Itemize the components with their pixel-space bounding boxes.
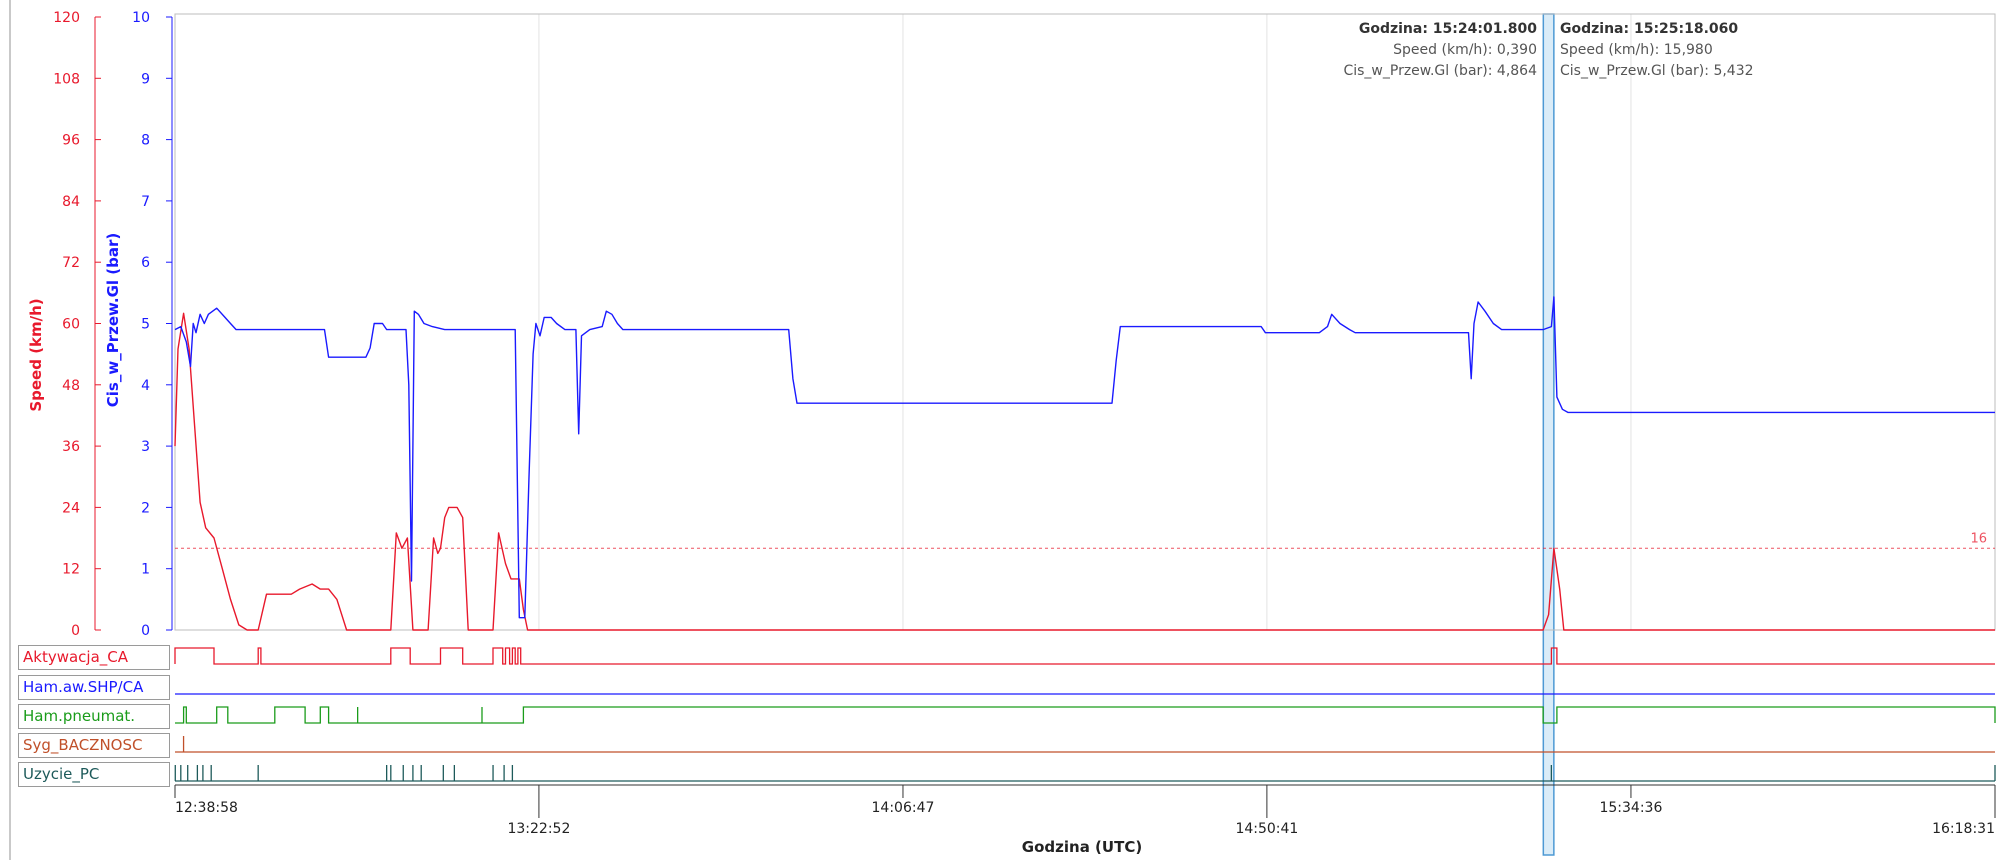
- pressure-tick-label: 8: [141, 133, 150, 149]
- speed-tick-label: 24: [62, 500, 80, 516]
- signal-label-uzycie-pc: Uzycie_PC: [18, 762, 170, 787]
- pressure-tick-label: 0: [141, 623, 150, 639]
- x-tick-label: 15:34:36: [1599, 800, 1662, 816]
- pressure-tick-label: 5: [141, 317, 150, 333]
- speed-tick-label: 108: [53, 71, 80, 87]
- x-tick-label: 12:38:58: [175, 800, 238, 816]
- signal-label-ham-pneumat-: Ham.pneumat.: [18, 704, 170, 729]
- cursor-readout: Godzina: 15:25:18.060 Speed (km/h): 15,98…: [1560, 21, 1754, 79]
- readout-pressure: Cis_w_Przew.Gl (bar): 4,864: [1343, 63, 1537, 79]
- signal-label-aktywacja-ca: Aktywacja_CA: [18, 645, 170, 670]
- speed-series-line: [174, 312, 1995, 631]
- x-tick-label: 16:18:31: [1932, 821, 1995, 837]
- threshold-label: 16: [1970, 531, 1987, 546]
- signal-label-syg-bacznosc: Syg_BACZNOSC: [18, 733, 170, 758]
- cursor-readouts: Godzina: 15:24:01.800 Speed (km/h): 0,390…: [1343, 21, 1753, 79]
- speed-tick-label: 120: [53, 10, 80, 26]
- pressure-axis-title: Cis_w_Przew.Gl (bar): [104, 233, 122, 407]
- series-lines: [174, 296, 1995, 631]
- pressure-tick-label: 7: [141, 194, 150, 210]
- signal-label-ham-aw-shp-ca: Ham.aw.SHP/CA: [18, 675, 170, 700]
- x-tick-label: 14:06:47: [872, 800, 935, 816]
- digital-signal-tracks: [174, 647, 1996, 782]
- pressure-series-line: [174, 296, 1995, 619]
- x-tick-label: 14:50:41: [1235, 821, 1298, 837]
- speed-tick-label: 36: [62, 439, 80, 455]
- signal-trace: [175, 706, 1996, 724]
- readout-time: Godzina: 15:24:01.800: [1359, 21, 1537, 37]
- readout-speed: Speed (km/h): 0,390: [1393, 42, 1537, 58]
- pressure-tick-label: 10: [132, 10, 150, 26]
- x-tick-label: 13:22:52: [507, 821, 570, 837]
- readout-pressure: Cis_w_Przew.Gl (bar): 5,432: [1560, 63, 1754, 79]
- grid-lines: [538, 14, 1632, 630]
- pressure-tick-label: 1: [141, 562, 150, 578]
- speed-tick-label: 48: [62, 378, 80, 394]
- readout-speed: Speed (km/h): 15,980: [1560, 42, 1713, 58]
- speed-axis-title: Speed (km/h): [27, 298, 45, 411]
- speed-tick-label: 84: [62, 194, 80, 210]
- pressure-tick-label: 4: [141, 378, 150, 394]
- speed-threshold: 16: [175, 531, 1995, 549]
- pressure-tick-label: 2: [141, 500, 150, 516]
- signal-trace: [174, 647, 1995, 665]
- pressure-tick-label: 9: [141, 71, 150, 87]
- cursor-readout: Godzina: 15:24:01.800 Speed (km/h): 0,390…: [1343, 21, 1537, 79]
- axes: 12:38:58 13:22:52 14:06:47 14:50:41 15:34:36…: [53, 10, 1996, 837]
- pressure-tick-label: 3: [141, 439, 150, 455]
- cursor-band[interactable]: [1542, 13, 1555, 856]
- x-axis-title: Godzina (UTC): [1022, 838, 1142, 856]
- time-cursor-band[interactable]: [1542, 13, 1555, 856]
- speed-tick-label: 96: [62, 133, 80, 149]
- speed-tick-label: 60: [62, 317, 80, 333]
- speed-tick-label: 0: [71, 623, 80, 639]
- pressure-tick-label: 6: [141, 255, 150, 271]
- speed-tick-label: 72: [62, 255, 80, 271]
- speed-tick-label: 12: [62, 562, 80, 578]
- readout-time: Godzina: 15:25:18.060: [1560, 21, 1738, 37]
